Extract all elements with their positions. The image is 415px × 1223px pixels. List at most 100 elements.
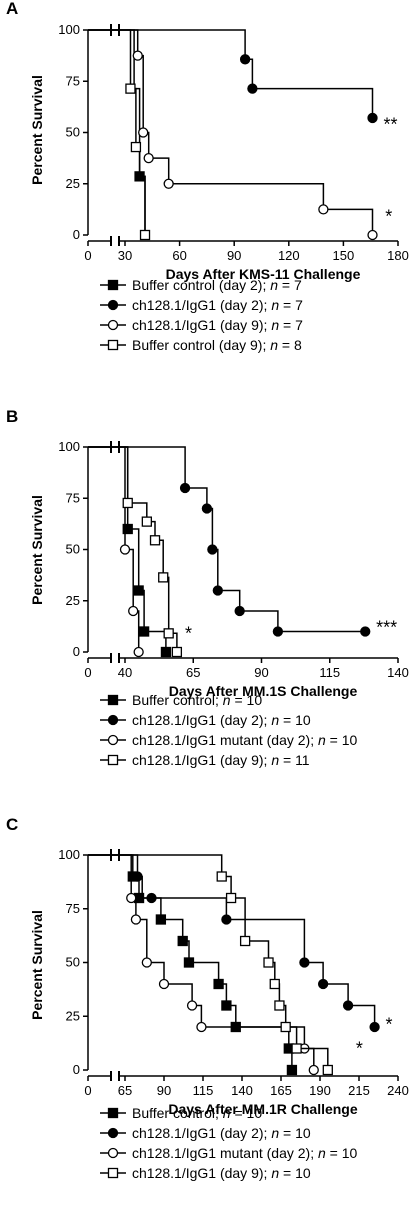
x-tick-label: 115 [193, 1083, 214, 1098]
legend-label: Buffer control; n = 10 [132, 1105, 262, 1121]
legend-entry: ch128.1/IgG1 (day 2); n = 7 [100, 297, 303, 313]
legend-marker [107, 754, 119, 766]
data-point [138, 626, 150, 637]
series-3 [88, 854, 333, 1076]
data-point [139, 229, 151, 241]
data-point [207, 544, 218, 555]
x-axis-title: Days After MM.1S Challenge [169, 683, 358, 699]
series-1 [88, 446, 371, 637]
data-point [216, 871, 227, 882]
data-point [239, 54, 251, 65]
x-tick-label: 90 [227, 248, 241, 263]
data-point [130, 141, 142, 153]
y-tick-label: 0 [73, 644, 80, 659]
panel-c: C 0 25 50 75 100 Percent Survival 0 65 90 115 140 1… [6, 815, 409, 1181]
legend-label: Buffer control (day 9); n = 8 [132, 337, 302, 353]
data-point [177, 935, 188, 947]
y-tick-label: 50 [66, 955, 80, 970]
data-point [133, 646, 144, 658]
legend-label: ch128.1/IgG1 (day 9); n = 7 [132, 317, 303, 333]
series-1 [88, 854, 380, 1033]
data-point [308, 1064, 319, 1076]
legend-entry: Buffer control (day 9); n = 8 [100, 337, 302, 353]
data-point [126, 892, 137, 904]
data-point [163, 628, 174, 639]
data-point [141, 516, 152, 527]
y-tick-label: 100 [58, 847, 80, 862]
panel-a: A 0 25 50 75 100 Percent Survival 0 30 60 90 120 15… [6, 0, 409, 353]
legend-marker [107, 714, 119, 726]
significance-annotation: * [185, 624, 192, 644]
x-tick-label: 90 [157, 1083, 171, 1098]
data-point [125, 83, 136, 94]
survival-step-line [88, 29, 146, 235]
x-tick-label: 140 [387, 665, 409, 680]
legend-label: ch128.1/IgG1 mutant (day 2); n = 10 [132, 1145, 358, 1161]
legend-label: ch128.1/IgG1 (day 2); n = 7 [132, 297, 303, 313]
data-point [322, 1064, 333, 1076]
legend-entry: Buffer control (day 2); n = 7 [100, 277, 302, 293]
x-tick-label: 240 [387, 1083, 409, 1098]
data-point [158, 978, 170, 990]
series-2 [88, 854, 319, 1076]
x-tick-label: 90 [254, 665, 268, 680]
legend-entry: ch128.1/IgG1 (day 9); n = 10 [100, 1165, 311, 1181]
panel-b: B 0 25 50 75 100 Percent Survival 0 40 65 90 115 14… [6, 407, 409, 768]
data-point [196, 1021, 207, 1033]
data-point [141, 957, 152, 968]
data-point [286, 1064, 298, 1076]
data-point [269, 978, 280, 990]
legend-entry: ch128.1/IgG1 mutant (day 2); n = 10 [100, 732, 358, 748]
y-axis-title: Percent Survival [29, 495, 45, 605]
data-point [119, 544, 131, 555]
survival-step-line [88, 854, 329, 1070]
data-point [171, 646, 183, 658]
legend-marker [107, 1107, 119, 1119]
data-point [280, 1021, 291, 1033]
data-point [146, 892, 157, 904]
data-point [221, 1000, 232, 1011]
significance-annotation: ** [383, 114, 397, 134]
legend-entry: ch128.1/IgG1 (day 9); n = 7 [100, 317, 303, 333]
x-tick-label: 190 [309, 1083, 331, 1098]
y-axis-title: Percent Survival [29, 910, 45, 1020]
series-1 [88, 29, 378, 124]
legend-label: ch128.1/IgG1 (day 2); n = 10 [132, 1125, 311, 1141]
data-point [130, 914, 142, 925]
legend-entry: ch128.1/IgG1 (day 2); n = 10 [100, 712, 311, 728]
data-point [318, 204, 329, 215]
data-point [138, 127, 149, 138]
legend-entry: ch128.1/IgG1 mutant (day 2); n = 10 [100, 1145, 358, 1161]
significance-annotation: * [356, 1038, 363, 1058]
survival-step-line [88, 29, 374, 118]
y-tick-label: 75 [66, 73, 80, 88]
survival-step-line [88, 446, 140, 652]
data-point [221, 914, 232, 925]
legend-label: ch128.1/IgG1 (day 9); n = 11 [132, 752, 310, 768]
legend-label: Buffer control; n = 10 [132, 692, 262, 708]
data-point [133, 585, 144, 596]
legend-marker [107, 319, 119, 331]
x-tick-label: 30 [118, 248, 132, 263]
significance-annotation: * [385, 207, 392, 227]
legend-marker [107, 1167, 119, 1179]
legend-marker [107, 734, 119, 746]
legend-marker [107, 279, 119, 291]
data-point [299, 957, 310, 968]
data-point [272, 626, 284, 637]
data-point [360, 626, 371, 637]
data-point [367, 229, 378, 241]
legend-entry: ch128.1/IgG1 (day 2); n = 10 [100, 1125, 311, 1141]
data-point [201, 503, 213, 514]
legend-marker [107, 1127, 119, 1139]
x-axis-title: Days After MM.1R Challenge [168, 1101, 358, 1117]
data-point [212, 585, 223, 596]
data-point [186, 1000, 198, 1011]
data-point [274, 1000, 285, 1011]
y-tick-label: 100 [58, 439, 80, 454]
data-point [149, 535, 161, 546]
x-tick-label: 150 [333, 248, 355, 263]
x-tick-label: 40 [118, 665, 132, 680]
y-tick-label: 25 [66, 593, 80, 608]
